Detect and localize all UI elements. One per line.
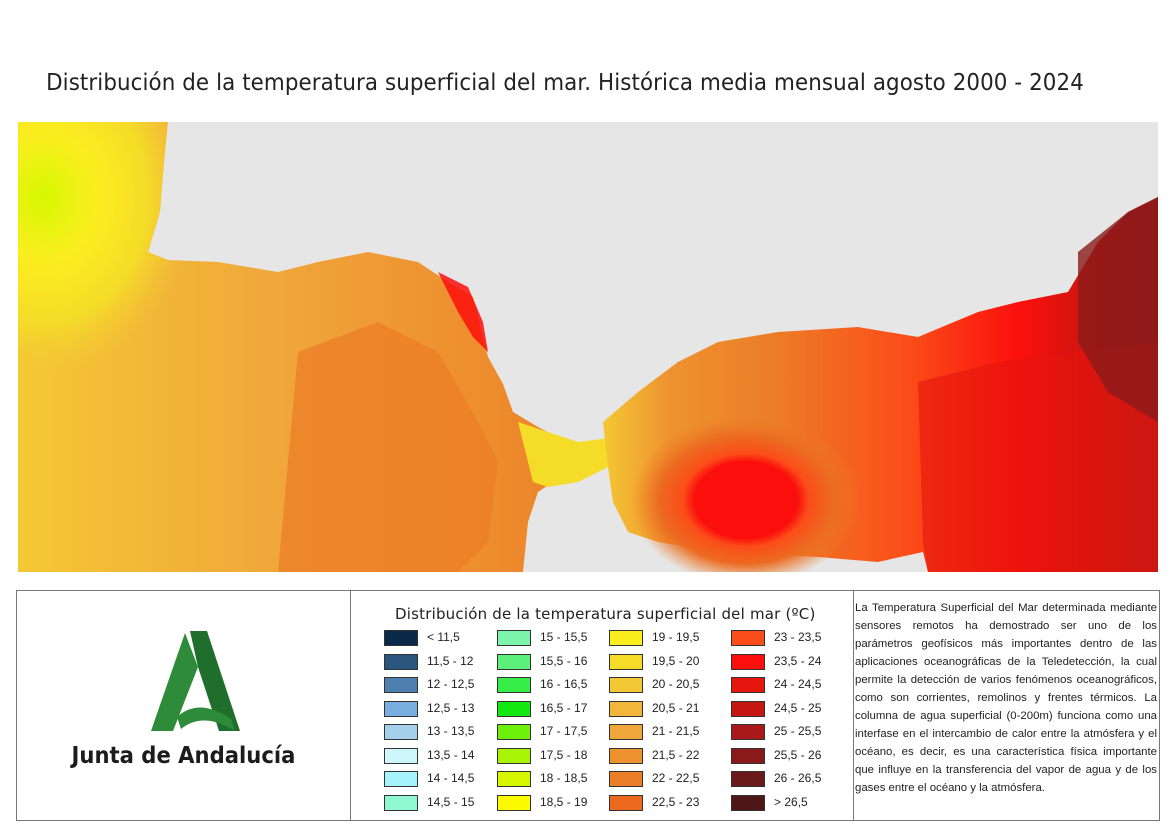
legend-swatch: [731, 771, 765, 787]
legend-label: 17 - 17,5: [540, 724, 588, 738]
legend-label: 20 - 20,5: [652, 677, 700, 691]
legend-label: 19,5 - 20: [652, 653, 700, 668]
legend-swatch: [731, 630, 765, 646]
legend-swatch: [384, 771, 418, 787]
legend-label: 25 - 25,5: [774, 724, 822, 738]
legend-label: 26 - 26,5: [774, 771, 822, 785]
legend-label: 15,5 - 16: [540, 653, 588, 668]
legend-swatch: [384, 630, 418, 646]
legend-label: 12,5 - 13: [427, 700, 475, 715]
legend-swatch: [609, 747, 643, 764]
legend-swatch: [609, 794, 643, 811]
legend-title: Distribución de la temperatura superfici…: [395, 605, 816, 623]
legend-label: 14 - 14,5: [427, 771, 475, 785]
legend-label: 23,5 - 24: [774, 653, 822, 668]
legend-swatch: [609, 724, 643, 740]
legend-swatch: [384, 653, 418, 670]
west-cold-upwelling: [18, 122, 268, 422]
legend-swatch: [497, 630, 531, 646]
atlantic-south-band: [278, 322, 498, 572]
legend-label: 19 - 19,5: [652, 630, 700, 644]
legend-swatch: [497, 747, 531, 764]
legend-label: > 26,5: [774, 794, 808, 809]
bottom-panel: Junta de Andalucía Distribución de la te…: [16, 590, 1160, 821]
north-african-coast-waters: [918, 342, 1158, 572]
atlantic-coast-warm: [438, 272, 488, 352]
alboran-gyre: [631, 415, 861, 572]
legend-label: 22 - 22,5: [652, 771, 700, 785]
logo-text: Junta de Andalucía: [71, 743, 296, 769]
page-title: Distribución de la temperatura superfici…: [46, 70, 1084, 96]
legend-label: 15 - 15,5: [540, 630, 588, 644]
legend-label: 21 - 21,5: [652, 724, 700, 738]
legend-label: 24 - 24,5: [774, 677, 822, 691]
legend-swatch: [497, 700, 531, 717]
legend-swatch: [384, 747, 418, 764]
legend-swatch: [731, 747, 765, 764]
legend-swatch: [384, 677, 418, 693]
legend-swatch: [497, 794, 531, 811]
legend-swatch: [384, 724, 418, 740]
legend-label: < 11,5: [427, 630, 460, 644]
junta-de-andalucia-logo: [151, 631, 240, 731]
legend-swatch: [609, 700, 643, 717]
legend-swatch: [384, 794, 418, 811]
legend-label: 24,5 - 25: [774, 700, 822, 715]
legend-label: 18,5 - 19: [540, 794, 588, 809]
legend-swatch: [609, 771, 643, 787]
legend-label: 13 - 13,5: [427, 724, 475, 738]
legend-label: 14,5 - 15: [427, 794, 475, 809]
legend-swatch: [497, 677, 531, 693]
legend-label: 13,5 - 14: [427, 747, 475, 762]
strait-waters: [518, 422, 618, 487]
legend-label: 21,5 - 22: [652, 747, 700, 762]
legend-swatch: [731, 700, 765, 717]
legend-swatch: [609, 653, 643, 670]
legend: Distribución de la temperatura superfici…: [351, 591, 854, 820]
legend-swatch: [731, 677, 765, 693]
eastern-warm-waters: [1078, 197, 1158, 422]
sea-surface-temperature-map: [18, 122, 1158, 572]
description-text: La Temperatura Superficial del Mar deter…: [855, 602, 1157, 794]
legend-swatch: [497, 653, 531, 670]
legend-swatch: [731, 794, 765, 811]
legend-label: 12 - 12,5: [427, 677, 475, 691]
legend-label: 22,5 - 23: [652, 794, 700, 809]
legend-label: 18 - 18,5: [540, 771, 588, 785]
legend-swatch: [609, 677, 643, 693]
legend-swatch: [497, 724, 531, 740]
legend-label: 16,5 - 17: [540, 700, 588, 715]
legend-swatch: [497, 771, 531, 787]
legend-label: 11,5 - 12: [427, 653, 474, 668]
legend-label: 17,5 - 18: [540, 747, 588, 762]
legend-label: 20,5 - 21: [652, 700, 700, 715]
legend-label: 25,5 - 26: [774, 747, 822, 762]
legend-swatch: [609, 630, 643, 646]
logo-box: Junta de Andalucía: [17, 591, 351, 820]
legend-label: 23 - 23,5: [774, 630, 822, 644]
legend-swatch: [731, 724, 765, 740]
legend-swatch: [731, 653, 765, 670]
legend-label: 16 - 16,5: [540, 677, 588, 691]
legend-swatch: [384, 700, 418, 717]
